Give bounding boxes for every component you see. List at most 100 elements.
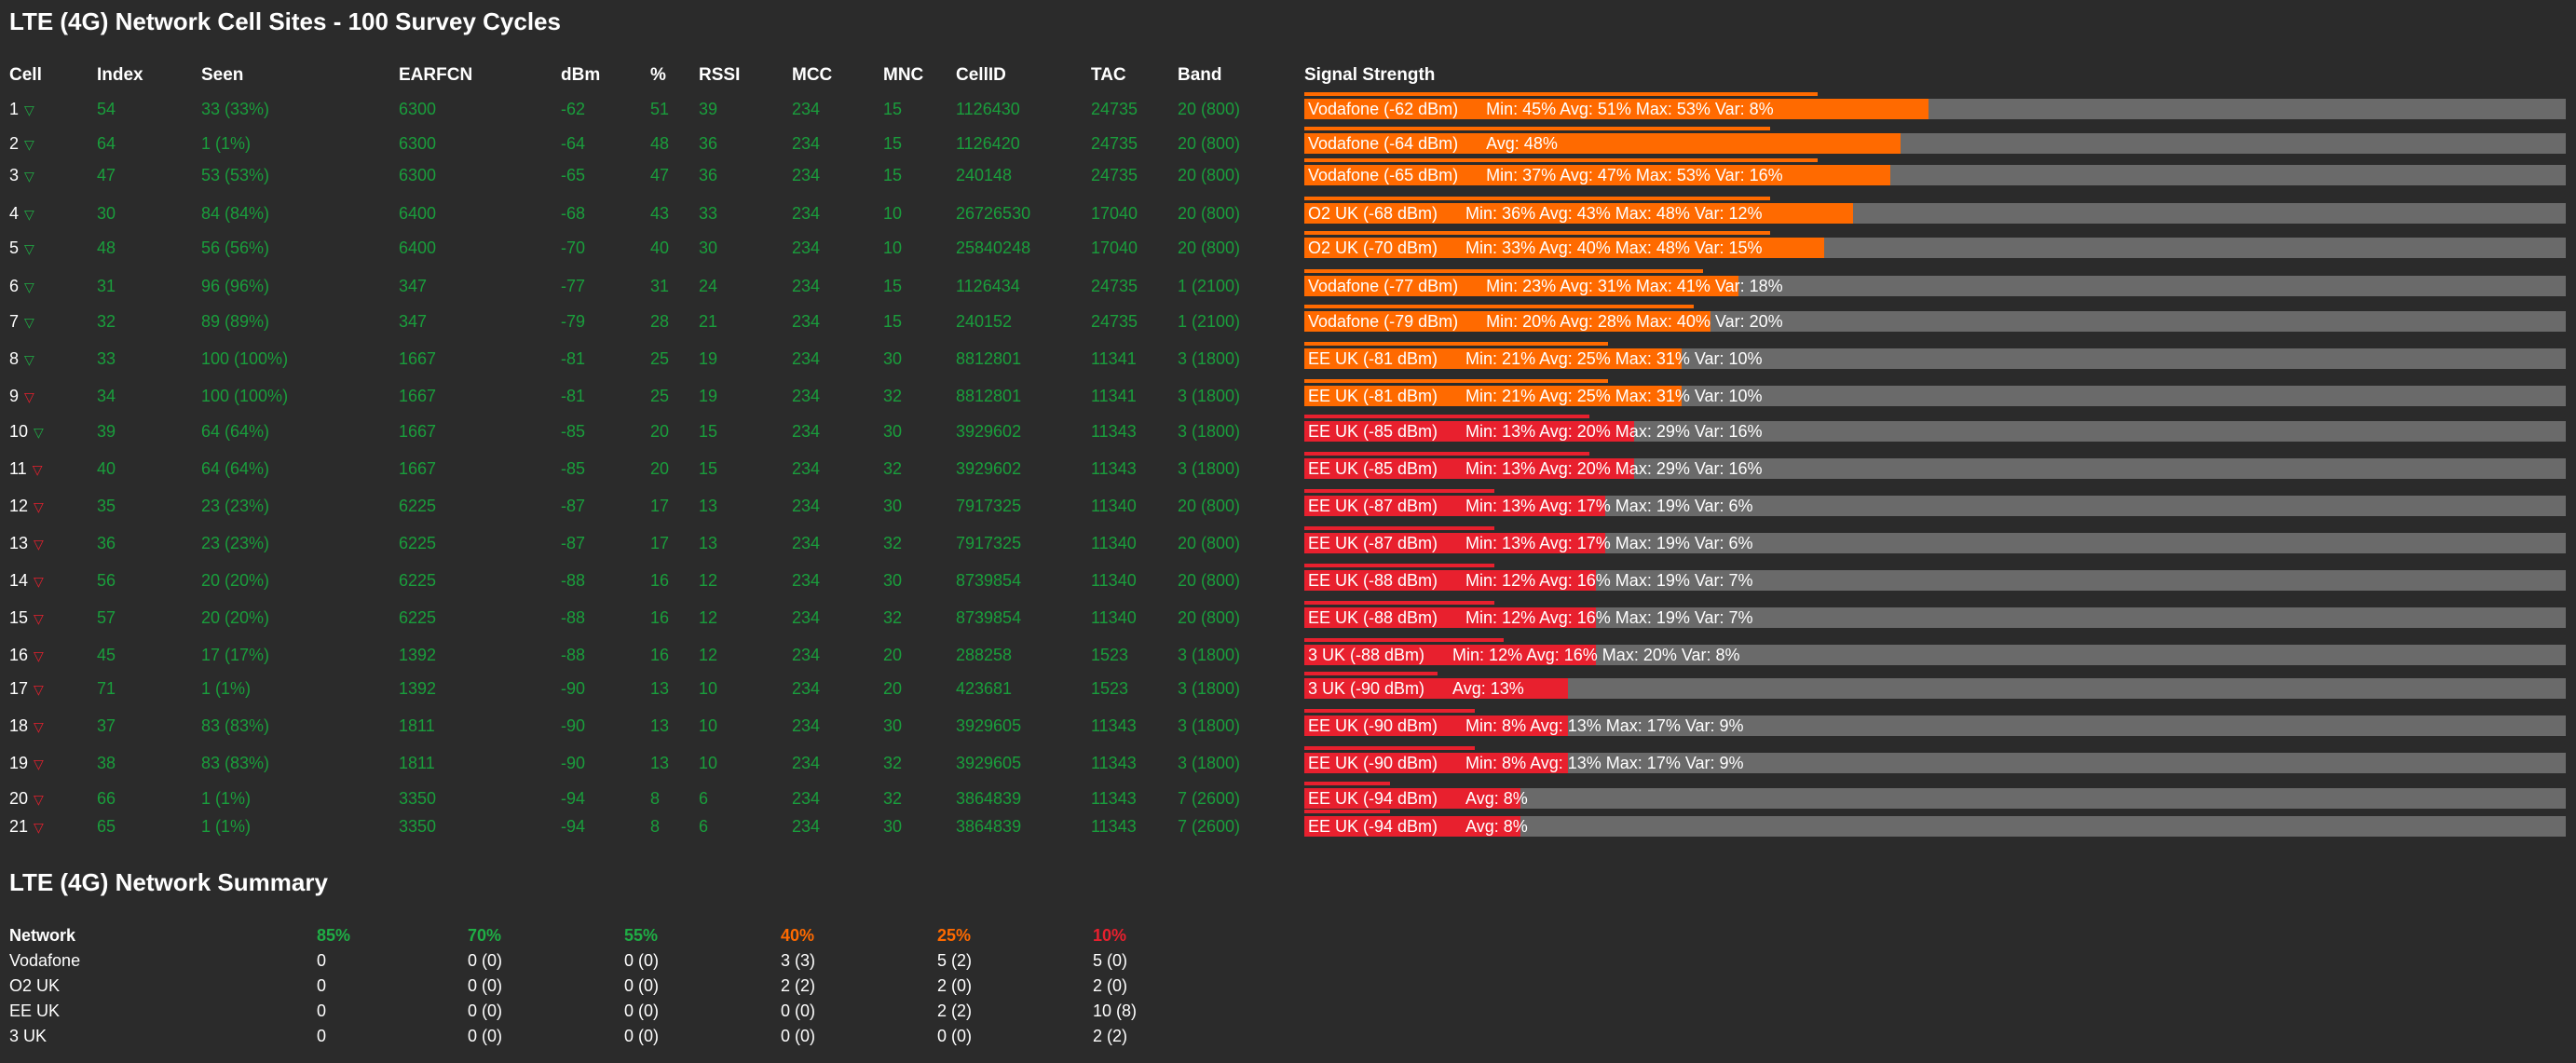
cell-tac: 11340 xyxy=(1091,571,1137,590)
cell-rssi: 19 xyxy=(699,387,718,405)
cell-percent: 16 xyxy=(650,608,670,627)
cell-band: 20 (800) xyxy=(1178,571,1241,590)
cell-cellid: 25840248 xyxy=(956,238,1031,257)
table-row: 14 ▽ 56 20 (20%) 6225 -88 16 12 234 30 8739854 1134… xyxy=(0,564,2576,602)
cell-band: 20 (800) xyxy=(1178,497,1241,515)
cell-cellid: 3864839 xyxy=(956,789,1022,808)
trend-triangle-icon: ▽ xyxy=(34,756,44,771)
trend-triangle-icon: ▽ xyxy=(24,169,34,184)
cell-cellid: 3929605 xyxy=(956,754,1022,772)
cell-band: 20 (800) xyxy=(1178,134,1241,153)
operator-label: Vodafone (-65 dBm) xyxy=(1308,166,1459,184)
signal-avg-fill xyxy=(1304,276,1739,296)
trend-triangle-icon: ▽ xyxy=(34,425,44,440)
signal-bar-label: EE UK (-81 dBm) Min: 21% Avg: 25% Max: 31… xyxy=(1308,348,1763,369)
summary-count: 0 (0) xyxy=(468,1002,503,1020)
cell-rssi: 24 xyxy=(699,277,718,295)
cell-band: 3 (1800) xyxy=(1178,349,1241,368)
cell-mcc: 234 xyxy=(792,754,821,772)
cell-mnc: 30 xyxy=(883,497,903,515)
cell-number: 2 xyxy=(9,134,20,153)
cell-cellid: 3864839 xyxy=(956,817,1022,836)
table-row: 19 ▽ 38 83 (83%) 1811 -90 13 10 234 32 3929605 1134… xyxy=(0,746,2576,784)
cell-seen: 1 (1%) xyxy=(201,789,252,808)
cell-index: 36 xyxy=(97,534,116,552)
table-row: 8 ▽ 33 100 (100%) 1667 -81 25 19 234 30 8812801 113… xyxy=(0,342,2576,380)
signal-strength-bar: EE UK (-87 dBm) Min: 13% Avg: 17% Max: 19… xyxy=(1304,526,2566,553)
trend-triangle-icon: ▽ xyxy=(34,792,44,807)
cell-band: 3 (1800) xyxy=(1178,679,1241,698)
cell-earfcn: 6400 xyxy=(399,204,437,223)
signal-strength-bar: Vodafone (-77 dBm) Min: 23% Avg: 31% Max:… xyxy=(1304,269,2566,296)
column-header-seen: Seen xyxy=(201,65,244,85)
cell-index: 35 xyxy=(97,497,116,515)
cell-mnc: 30 xyxy=(883,422,903,441)
cell-index: 66 xyxy=(97,789,116,808)
cell-mnc: 20 xyxy=(883,646,903,664)
cell-earfcn: 1667 xyxy=(399,349,437,368)
cell-mnc: 30 xyxy=(883,716,903,735)
cell-earfcn: 6225 xyxy=(399,497,437,515)
cell-mcc: 234 xyxy=(792,134,821,153)
trend-triangle-icon: ▽ xyxy=(34,820,44,835)
page-title: LTE (4G) Network Cell Sites - 100 Survey… xyxy=(9,7,561,35)
signal-strength-bar: EE UK (-90 dBm) Min: 8% Avg: 13% Max: 17%… xyxy=(1304,746,2566,773)
cell-band: 20 (800) xyxy=(1178,238,1241,257)
cell-mcc: 234 xyxy=(792,646,821,664)
operator-label: 3 UK (-90 dBm) xyxy=(1308,679,1425,698)
cell-band: 1 (2100) xyxy=(1178,312,1241,331)
cell-cell: 10 ▽ xyxy=(9,421,44,443)
signal-stats: Min: 13% Avg: 20% Max: 29% Var: 16% xyxy=(1465,459,1763,478)
cell-mcc: 234 xyxy=(792,716,821,735)
cell-mcc: 234 xyxy=(792,817,821,836)
summary-count: 0 (0) xyxy=(937,1027,973,1045)
signal-max-marker xyxy=(1304,810,1390,813)
signal-stats: Avg: 8% xyxy=(1465,817,1528,836)
cell-earfcn: 3350 xyxy=(399,817,437,836)
cell-seen: 1 (1%) xyxy=(201,134,252,153)
cell-mcc: 234 xyxy=(792,679,821,698)
summary-count: 0 (0) xyxy=(624,951,660,970)
cell-seen: 53 (53%) xyxy=(201,166,270,184)
trend-triangle-icon: ▽ xyxy=(24,207,34,222)
signal-max-marker xyxy=(1304,92,1818,96)
cell-cellid: 1126434 xyxy=(956,277,1020,295)
signal-avg-fill xyxy=(1304,645,1597,665)
summary-header-level: 25% xyxy=(937,926,972,945)
signal-max-marker xyxy=(1304,305,1694,308)
cell-cell: 15 ▽ xyxy=(9,607,44,629)
cell-percent: 8 xyxy=(650,817,661,836)
operator-label: O2 UK (-68 dBm) xyxy=(1308,204,1438,223)
cell-percent: 48 xyxy=(650,134,670,153)
cell-mcc: 234 xyxy=(792,459,821,478)
signal-bar-label: 3 UK (-88 dBm) Min: 12% Avg: 16% Max: 20%… xyxy=(1308,645,1740,665)
cell-rssi: 12 xyxy=(699,571,718,590)
cell-seen: 20 (20%) xyxy=(201,608,270,627)
signal-stats: Min: 13% Avg: 17% Max: 19% Var: 6% xyxy=(1465,534,1753,552)
cell-dbm: -94 xyxy=(561,817,586,836)
summary-count: 2 (2) xyxy=(937,1002,973,1020)
signal-avg-fill xyxy=(1304,99,1929,119)
column-header-dbm: dBm xyxy=(561,65,601,85)
cell-cellid: 1126430 xyxy=(956,100,1020,118)
cell-percent: 51 xyxy=(650,100,670,118)
signal-strength-bar: 3 UK (-90 dBm) Avg: 13% xyxy=(1304,672,2566,699)
summary-network-name: O2 UK xyxy=(9,976,61,995)
cell-number: 14 xyxy=(9,571,29,590)
cell-index: 64 xyxy=(97,134,116,153)
table-row: 13 ▽ 36 23 (23%) 6225 -87 17 13 234 32 7917325 1134… xyxy=(0,526,2576,565)
cell-dbm: -87 xyxy=(561,534,586,552)
cell-band: 20 (800) xyxy=(1178,534,1241,552)
cell-seen: 84 (84%) xyxy=(201,204,270,223)
summary-count: 0 xyxy=(317,1027,327,1045)
cell-tac: 24735 xyxy=(1091,312,1138,331)
cell-band: 3 (1800) xyxy=(1178,387,1241,405)
cell-rssi: 6 xyxy=(699,789,709,808)
cell-number: 21 xyxy=(9,817,29,836)
summary-count: 0 (0) xyxy=(781,1027,816,1045)
signal-avg-fill xyxy=(1304,816,1520,837)
cell-percent: 28 xyxy=(650,312,670,331)
cell-mcc: 234 xyxy=(792,422,821,441)
signal-strength-bar: EE UK (-85 dBm) Min: 13% Avg: 20% Max: 29… xyxy=(1304,452,2566,479)
cell-mnc: 30 xyxy=(883,571,903,590)
